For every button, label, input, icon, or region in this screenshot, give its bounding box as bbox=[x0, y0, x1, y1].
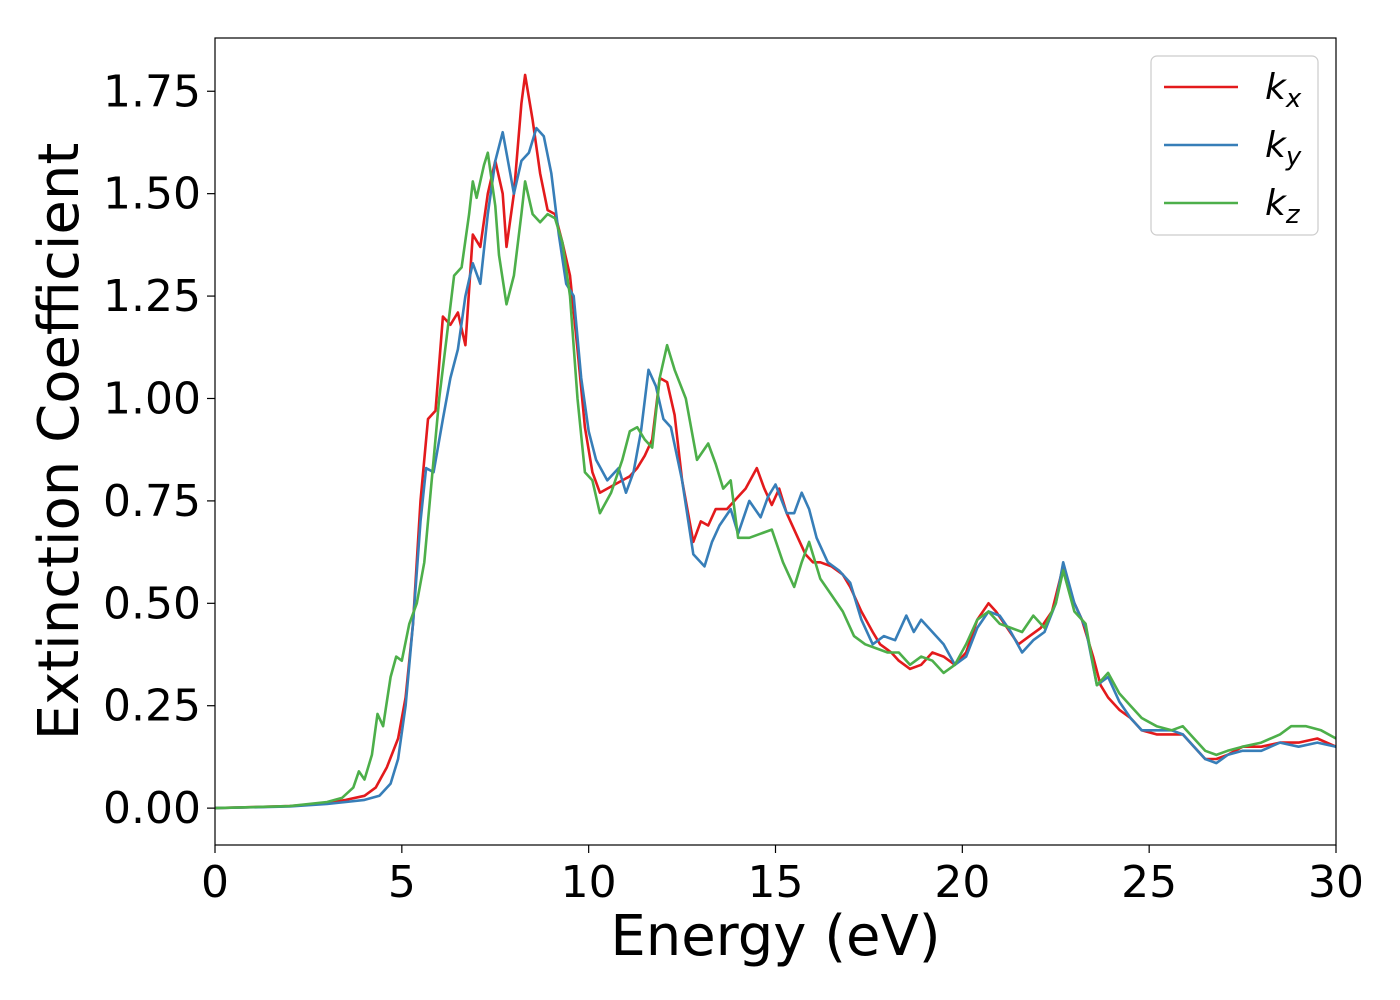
y-tick-label: 1.75 bbox=[103, 66, 201, 117]
legend-label-subscript: x bbox=[1285, 84, 1302, 114]
y-tick-label: 0.00 bbox=[103, 783, 201, 834]
x-tick-label: 30 bbox=[1308, 857, 1364, 908]
x-tick-label: 10 bbox=[561, 857, 617, 908]
series-line-kz bbox=[215, 151, 1336, 810]
y-axis-title: Extinction Coefficient bbox=[27, 143, 92, 741]
x-tick-label: 0 bbox=[201, 857, 229, 908]
y-tick-label: 0.50 bbox=[103, 578, 201, 629]
y-tick-label: 0.75 bbox=[103, 476, 201, 527]
series-line-kx bbox=[215, 73, 1336, 810]
x-tick-label: 15 bbox=[748, 857, 804, 908]
x-axis: 0 5 10 15 20 25 30 bbox=[201, 845, 1364, 908]
legend-label-subscript: z bbox=[1285, 200, 1301, 230]
x-tick-label: 5 bbox=[388, 857, 416, 908]
y-tick-label: 0.25 bbox=[103, 681, 201, 732]
y-tick-label: 1.50 bbox=[103, 169, 201, 220]
legend-label-subscript: y bbox=[1285, 142, 1302, 172]
y-axis: 0.00 0.25 0.50 0.75 1.00 1.25 1.50 1.75 bbox=[103, 66, 215, 834]
y-tick-label: 1.00 bbox=[103, 373, 201, 424]
x-tick-label: 20 bbox=[934, 857, 990, 908]
y-tick-label: 1.25 bbox=[103, 271, 201, 322]
x-tick-label: 25 bbox=[1121, 857, 1177, 908]
series-layer bbox=[215, 73, 1336, 810]
legend-entry-kx: kx bbox=[1164, 67, 1302, 114]
x-axis-title: Energy (eV) bbox=[610, 904, 940, 969]
